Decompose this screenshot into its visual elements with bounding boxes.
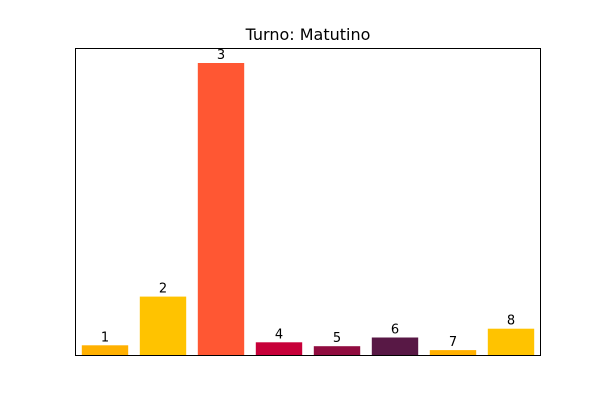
bar-label-1: 1 [101,330,109,345]
plot-area-frame [75,48,541,356]
bar-4 [255,342,303,355]
bar-label-8: 8 [507,314,515,329]
bar-label-7: 7 [449,335,457,350]
chart-title: Turno: Matutino [245,25,371,44]
bar-8 [487,328,535,355]
bar-5 [313,346,361,355]
bar-2 [139,296,187,355]
bar-label-5: 5 [333,331,341,346]
bar-label-6: 6 [391,323,399,338]
bar-7 [429,350,477,355]
bar-label-2: 2 [159,282,167,297]
bar-1 [81,345,129,355]
bars-group: 1 2 3 4 5 6 7 8 [81,48,535,355]
bar-6 [371,337,419,355]
bar-3 [197,63,245,355]
bar-label-3: 3 [217,48,225,63]
bar-label-4: 4 [275,327,283,342]
